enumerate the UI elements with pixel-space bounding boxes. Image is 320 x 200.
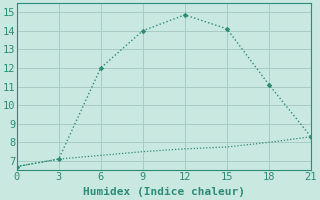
X-axis label: Humidex (Indice chaleur): Humidex (Indice chaleur) <box>83 187 245 197</box>
